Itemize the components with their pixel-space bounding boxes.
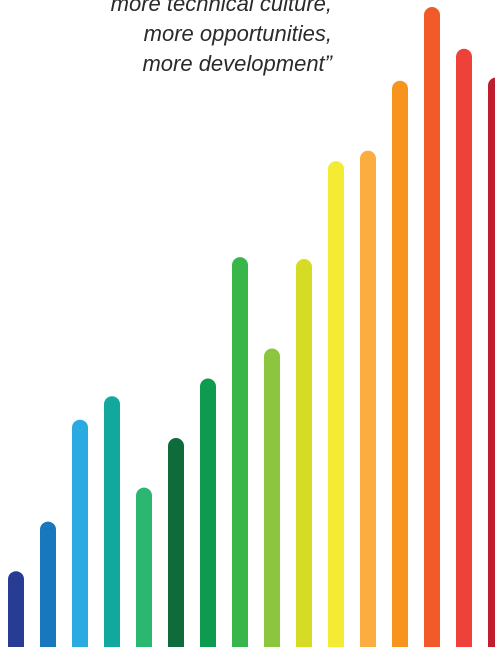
bar-9 (264, 348, 280, 647)
bar-3 (72, 419, 88, 647)
bar-8 (232, 257, 248, 647)
quote-line-3: more development” (142, 51, 332, 76)
bar-5 (136, 487, 152, 647)
quote-text: more technical culture, more opportuniti… (2, 0, 332, 79)
bar-6 (168, 437, 184, 647)
bar-11 (328, 161, 344, 647)
quote-line-1: more technical culture, (110, 0, 332, 16)
bar-2 (40, 521, 56, 647)
bar-12 (360, 150, 376, 647)
bar-10 (296, 259, 312, 647)
bar-16 (488, 77, 495, 647)
bar-13 (392, 80, 408, 647)
quote-line-2: more opportunities, (143, 21, 332, 46)
bar-15 (456, 48, 472, 647)
bar-7 (200, 378, 216, 647)
bar-1 (8, 571, 24, 647)
bar-4 (104, 396, 120, 647)
bar-14 (424, 7, 440, 647)
